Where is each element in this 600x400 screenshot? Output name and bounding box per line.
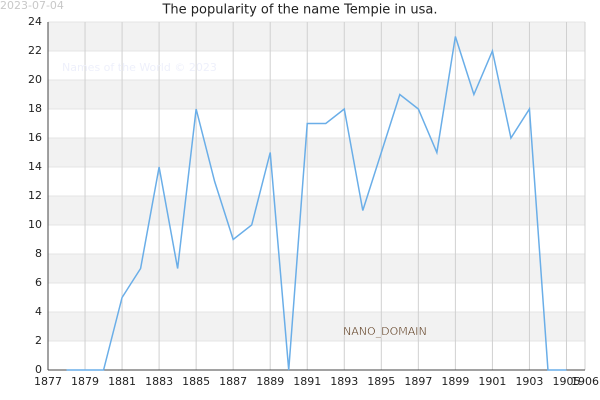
x-tick-label: 1895 (367, 375, 395, 388)
x-tick-label: 1901 (478, 375, 506, 388)
x-tick-label: 1879 (71, 375, 99, 388)
date-stamp: 2023-07-04 (0, 0, 64, 12)
series-line (66, 36, 567, 371)
x-tick-label: 1893 (330, 375, 358, 388)
grid-band (48, 254, 585, 283)
x-tick-label: 1889 (256, 375, 284, 388)
grid-band (48, 80, 585, 109)
y-tick-label: 0 (35, 363, 42, 376)
x-tick-label: 1887 (219, 375, 247, 388)
grid-band (48, 196, 585, 225)
grid-band (48, 138, 585, 167)
x-tick-label: 1891 (293, 375, 321, 388)
x-tick-label: 1899 (441, 375, 469, 388)
y-tick-label: 20 (28, 73, 42, 86)
y-tick-label: 2 (35, 334, 42, 347)
x-tick-label: 1897 (404, 375, 432, 388)
x-tick-label: 1905 (552, 375, 580, 388)
y-tick-label: 22 (28, 44, 42, 57)
x-tick-label: 1906 (571, 375, 599, 388)
y-tick-label: 8 (35, 247, 42, 260)
grid-band (48, 312, 585, 341)
y-tick-label: 6 (35, 276, 42, 289)
y-tick-label: 12 (28, 189, 42, 202)
x-tick-label: 1881 (108, 375, 136, 388)
chart-title: The popularity of the name Tempie in usa… (161, 3, 437, 18)
grid-band (48, 22, 585, 51)
y-tick-label: 16 (28, 131, 42, 144)
y-tick-label: 4 (35, 305, 42, 318)
y-tick-label: 24 (28, 15, 42, 28)
x-tick-label: 1883 (145, 375, 173, 388)
domain-label: NANO_DOMAIN (343, 325, 427, 338)
x-tick-label: 1885 (182, 375, 210, 388)
x-tick-label: 1903 (515, 375, 543, 388)
y-tick-label: 14 (28, 160, 42, 173)
y-tick-label: 10 (28, 218, 42, 231)
x-tick-label: 1877 (34, 375, 62, 388)
watermark: Names of the World © 2023 (62, 61, 217, 74)
y-tick-label: 18 (28, 102, 42, 115)
